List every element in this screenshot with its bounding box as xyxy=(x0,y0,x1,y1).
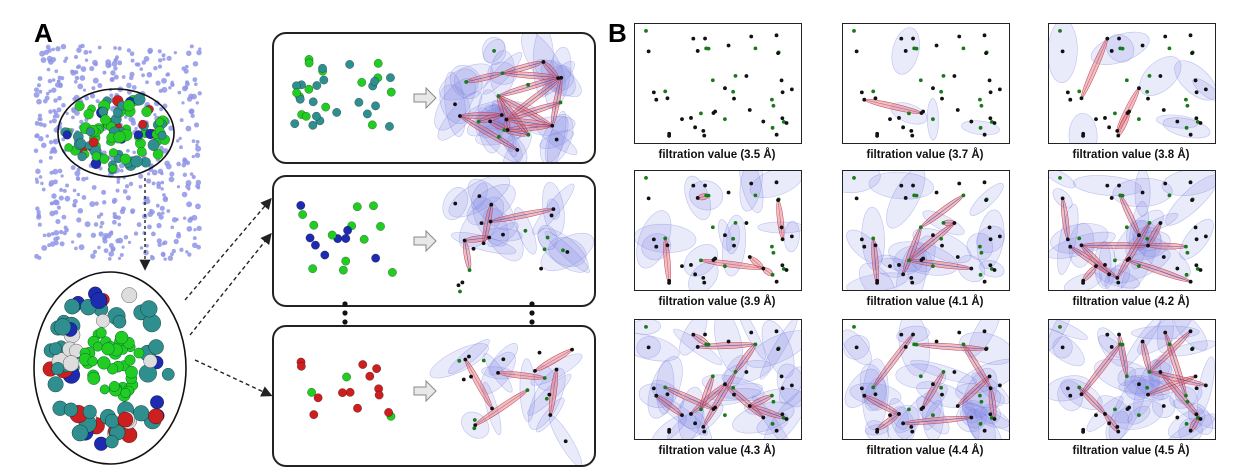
filtration-caption: filtration value (3.9 Å) xyxy=(658,296,776,308)
box-nitrogen-content xyxy=(296,177,594,294)
box-carbon-content xyxy=(290,34,582,162)
filtration-plot xyxy=(842,170,1010,291)
element-box-nitrogen xyxy=(272,175,596,307)
filtration-caption: filtration value (3.8 Å) xyxy=(1072,149,1190,161)
filtration-plot xyxy=(842,319,1010,440)
filtration-caption: filtration value (3.5 Å) xyxy=(658,149,776,161)
dashed-arrow-icon xyxy=(184,197,272,301)
element-box-carbon xyxy=(272,32,596,164)
element-box-oxygen xyxy=(272,325,596,467)
filtration-caption: filtration value (4.2 Å) xyxy=(1072,296,1190,308)
vertical-ellipsis-icon xyxy=(342,301,348,325)
right-arrow-icon xyxy=(413,86,437,110)
vertical-ellipsis-icon xyxy=(529,301,535,325)
filtration-plot xyxy=(634,170,802,291)
filtration-caption: filtration value (4.1 Å) xyxy=(866,296,984,308)
right-arrow-icon xyxy=(413,229,437,253)
filtration-caption: filtration value (4.4 Å) xyxy=(866,445,984,457)
filtration-caption: filtration value (4.5 Å) xyxy=(1072,445,1190,457)
filtration-plot xyxy=(1048,23,1216,144)
box-oxygen-content xyxy=(296,339,583,465)
filtration-caption: filtration value (4.3 Å) xyxy=(658,445,776,457)
filtration-plot xyxy=(1048,319,1216,440)
zoomed-cluster-illustration xyxy=(33,271,187,465)
filtration-plot xyxy=(634,319,802,440)
filtration-plot xyxy=(634,23,802,144)
panel-label-a: A xyxy=(34,18,53,48)
filtration-caption: filtration value (3.7 Å) xyxy=(866,149,984,161)
dashed-arrows xyxy=(139,178,273,397)
molecular-cloud-illustration xyxy=(33,43,202,261)
filtration-plot xyxy=(842,23,1010,144)
filtration-plot xyxy=(1048,170,1216,291)
panel-label-b: B xyxy=(608,18,627,48)
right-arrow-icon xyxy=(413,379,437,403)
